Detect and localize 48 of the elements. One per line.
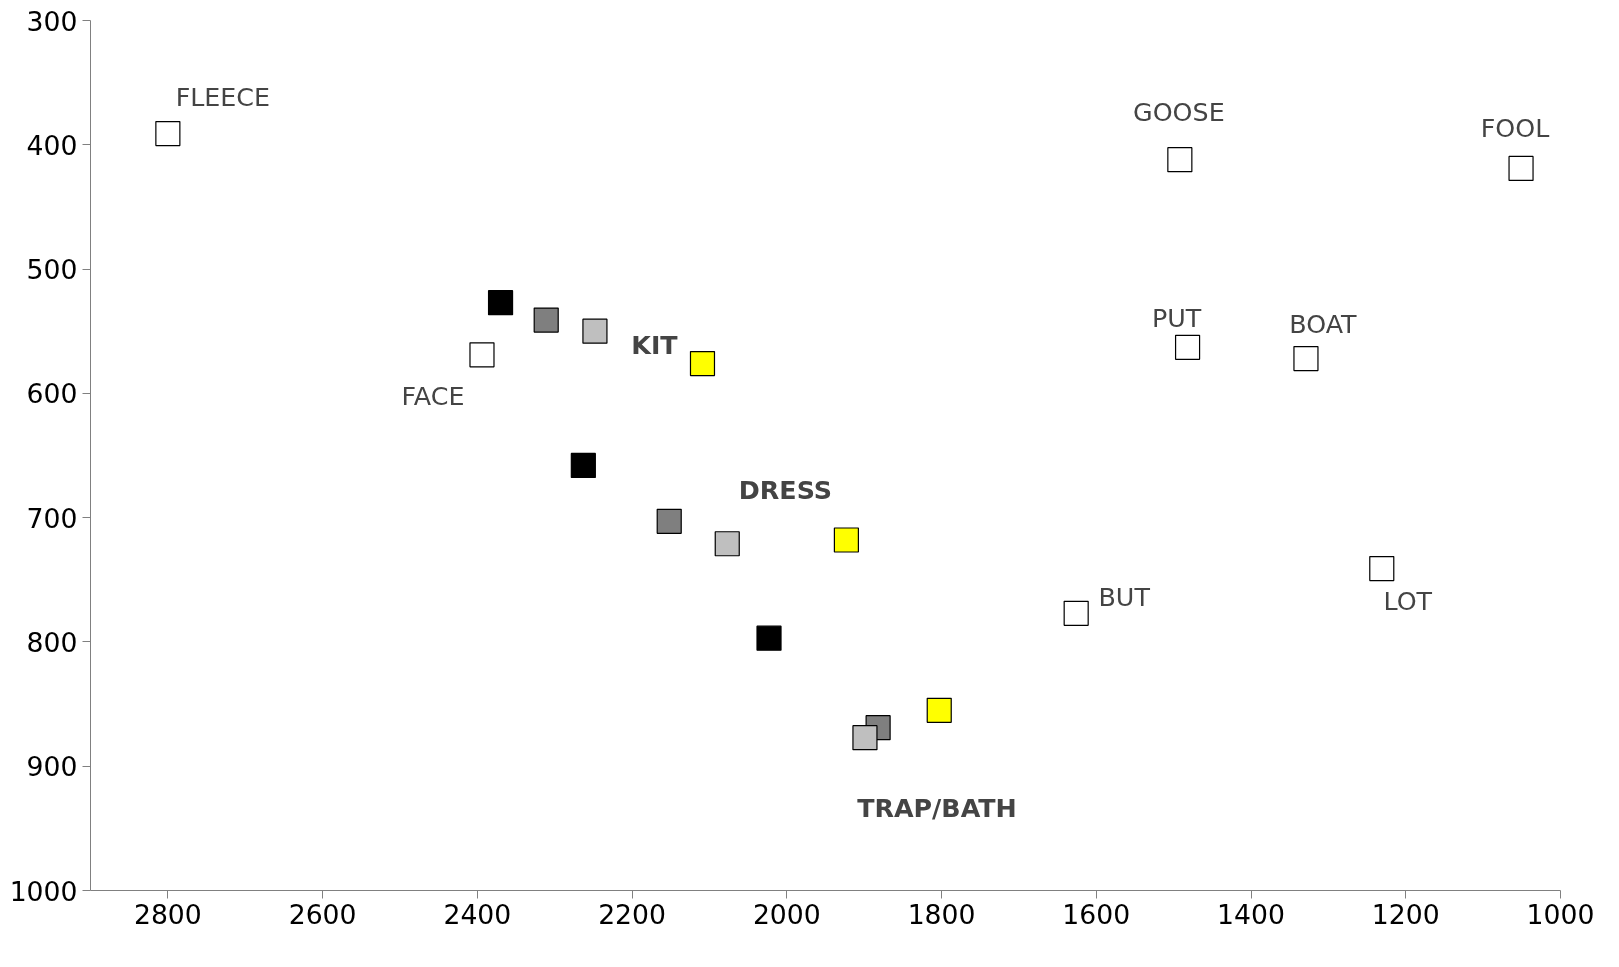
point <box>1174 334 1201 360</box>
point <box>756 625 782 651</box>
point <box>1369 556 1395 582</box>
annotation: DRESS <box>738 475 832 506</box>
x-tick-label: 1400 <box>1217 898 1285 930</box>
point <box>469 342 495 368</box>
x-tick-label: 1600 <box>1062 898 1131 930</box>
x-tick-label: 2800 <box>133 898 202 930</box>
x-tick-label: 2200 <box>598 898 666 930</box>
point <box>1063 600 1089 626</box>
point <box>1293 345 1319 372</box>
x-tick-label: 1200 <box>1371 898 1440 930</box>
x-tick-label: 1000 <box>1526 898 1595 930</box>
x-tick-label: 1800 <box>907 898 976 930</box>
point <box>582 318 608 344</box>
annotation: FOOL <box>1480 113 1550 144</box>
annotation: FACE <box>401 380 465 411</box>
point <box>852 725 878 751</box>
point <box>1167 147 1193 173</box>
point <box>1508 155 1534 181</box>
annotation: LOT <box>1383 585 1433 616</box>
annotation: PUT <box>1151 303 1202 334</box>
point <box>155 121 181 147</box>
y-tick-label: 500 <box>26 254 78 286</box>
annotation: KIT <box>631 329 679 360</box>
point <box>926 697 952 723</box>
point <box>533 307 559 333</box>
y-tick-label: 700 <box>26 502 78 534</box>
y-tick-label: 600 <box>26 378 78 410</box>
point <box>689 350 716 377</box>
y-tick-label: 300 <box>26 5 78 37</box>
point <box>570 452 596 479</box>
annotation: BOAT <box>1289 308 1358 339</box>
point <box>714 531 740 557</box>
annotation: BUT <box>1098 582 1151 613</box>
x-tick-label: 2000 <box>752 898 821 930</box>
point <box>487 290 514 316</box>
y-tick-label: 900 <box>26 751 78 783</box>
annotation: GOOSE <box>1133 96 1225 127</box>
x-tick-label: 2600 <box>288 898 357 930</box>
y-tick-label: 1000 <box>9 875 78 907</box>
y-tick-label: 800 <box>26 626 78 658</box>
point <box>833 527 859 553</box>
y-tick-label: 400 <box>26 129 78 161</box>
annotation: FLEECE <box>175 81 271 112</box>
x-tick-label: 2400 <box>443 898 512 930</box>
point <box>656 508 682 534</box>
annotation: TRAP/BATH <box>857 792 1017 823</box>
